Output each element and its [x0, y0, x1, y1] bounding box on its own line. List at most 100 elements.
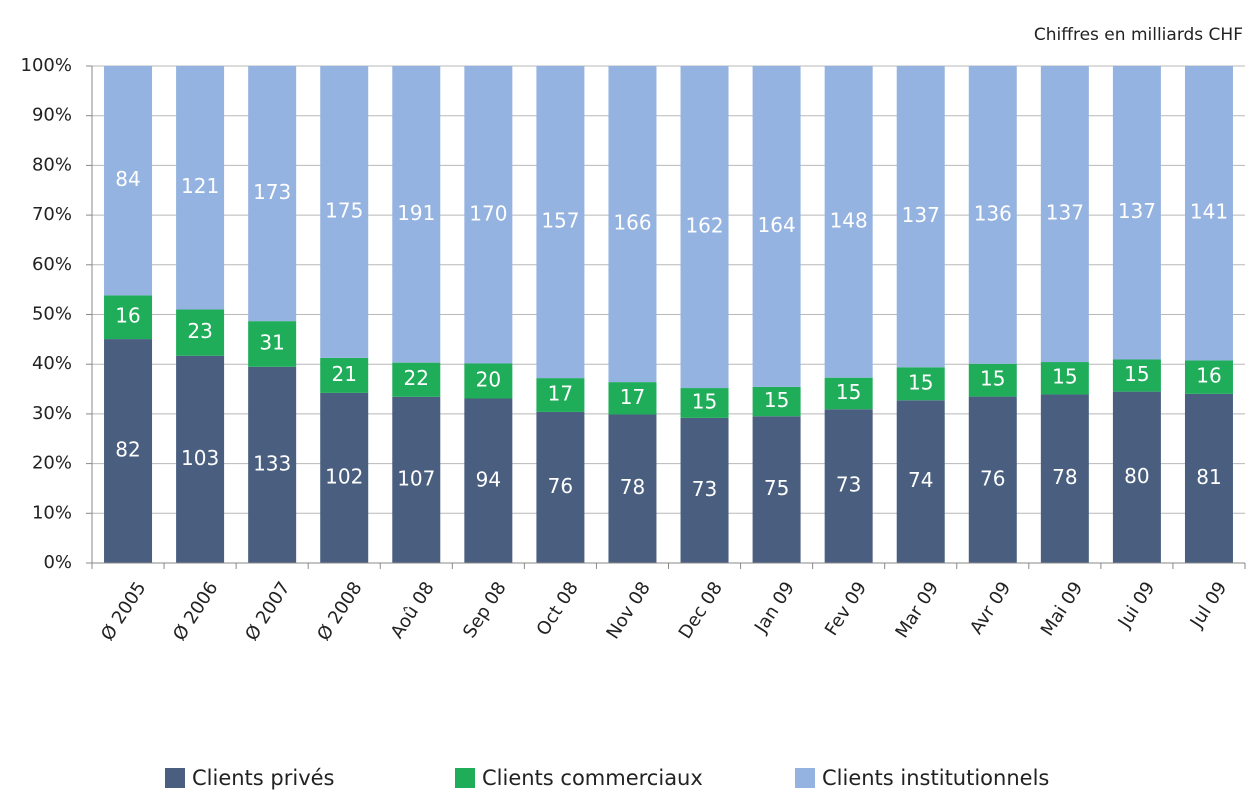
value-label: 75	[764, 476, 789, 500]
value-label: 175	[325, 198, 363, 222]
x-tick-label: Ø 2008	[313, 578, 366, 645]
bar-segment	[824, 66, 873, 378]
x-tick-label: Jul 09	[1186, 578, 1232, 632]
x-tick-label: Fev 09	[821, 578, 871, 640]
value-label: 15	[1052, 365, 1077, 389]
value-label: 23	[187, 319, 212, 343]
value-label: 15	[1124, 362, 1149, 386]
value-label: 191	[397, 201, 435, 225]
x-tick-label: Mai 09	[1037, 578, 1087, 640]
y-tick-label: 20%	[32, 453, 72, 474]
chart-subtitle: Chiffres en milliards CHF	[1034, 25, 1243, 45]
bar-segment	[104, 339, 153, 563]
bar-segment	[1184, 66, 1233, 361]
bar-segment	[1040, 66, 1089, 363]
value-label: 20	[476, 368, 501, 392]
value-label: 80	[1124, 464, 1149, 488]
legend-label: Clients commerciaux	[482, 766, 703, 790]
value-label: 102	[325, 464, 363, 488]
bar-segment	[968, 363, 1017, 397]
value-label: 21	[331, 362, 356, 386]
legend-swatch	[455, 768, 475, 788]
value-label: 166	[613, 211, 651, 235]
bar-segment	[104, 66, 153, 296]
bar-segment	[968, 396, 1017, 563]
value-label: 94	[476, 467, 501, 491]
bar-segment	[752, 416, 801, 563]
y-tick-label: 100%	[21, 55, 72, 76]
bar-segment	[464, 398, 513, 563]
bar-segment	[464, 363, 513, 399]
bar-segment	[392, 362, 441, 397]
x-tick-label: Avr 09	[966, 578, 1015, 638]
value-label: 164	[758, 213, 796, 237]
y-tick-label: 30%	[32, 403, 72, 424]
y-tick-label: 80%	[32, 154, 72, 175]
y-tick-label: 90%	[32, 105, 72, 126]
legend-swatch	[165, 768, 185, 788]
value-label: 162	[685, 214, 723, 238]
bar-segment	[824, 377, 873, 410]
value-label: 148	[830, 208, 868, 232]
bar-segment	[248, 321, 297, 367]
value-label: 31	[259, 330, 284, 354]
x-tick-label: Ø 2007	[241, 578, 294, 645]
x-tick-label: Dec 08	[675, 578, 727, 643]
value-label: 103	[181, 446, 219, 470]
value-label: 74	[908, 468, 933, 492]
bar-segment	[536, 378, 585, 412]
legend-label: Clients institutionnels	[822, 766, 1049, 790]
y-tick-label: 10%	[32, 502, 72, 523]
bar-segment	[824, 409, 873, 563]
bar-segment	[392, 396, 441, 563]
bar-segment	[752, 386, 801, 417]
x-tick-label: Mar 09	[891, 578, 943, 642]
x-tick-label: Nov 08	[603, 578, 655, 643]
value-label: 76	[980, 466, 1005, 490]
bar-segment	[608, 66, 657, 383]
y-tick-label: 40%	[32, 353, 72, 374]
bar-segment	[176, 355, 225, 563]
value-label: 84	[115, 167, 140, 191]
bar-segment	[1184, 360, 1233, 394]
x-tick-label: Ø 2006	[169, 578, 222, 645]
bar-segment	[608, 382, 657, 415]
value-label: 15	[836, 380, 861, 404]
bar-segment	[176, 309, 225, 356]
value-label: 173	[253, 180, 291, 204]
value-label: 137	[1118, 199, 1156, 223]
bar-segment	[680, 66, 729, 389]
x-tick-label: Jan 09	[750, 578, 799, 638]
value-label: 141	[1190, 200, 1228, 224]
value-label: 81	[1196, 465, 1221, 489]
value-label: 137	[1046, 201, 1084, 225]
value-label: 170	[469, 201, 507, 225]
bar-segment	[248, 366, 297, 563]
bar-segment	[392, 66, 441, 363]
value-label: 15	[908, 370, 933, 394]
bar-segment	[1040, 362, 1089, 395]
bar-segment	[1112, 359, 1161, 392]
x-tick-label: Aoû 08	[387, 578, 439, 642]
value-label: 15	[764, 388, 789, 412]
legend-swatch	[795, 768, 815, 788]
y-tick-label: 0%	[43, 552, 72, 573]
bar-segment	[896, 400, 945, 563]
bar-segment	[968, 66, 1017, 364]
y-tick-label: 70%	[32, 204, 72, 225]
value-label: 76	[548, 474, 573, 498]
value-label: 78	[1052, 465, 1077, 489]
bar-segment	[1184, 393, 1233, 563]
value-label: 16	[115, 304, 140, 328]
bar-segment	[536, 66, 585, 379]
bar-segment	[680, 388, 729, 418]
value-label: 78	[620, 475, 645, 499]
bar-segment	[896, 66, 945, 368]
value-label: 137	[902, 203, 940, 227]
bar-segment	[248, 66, 297, 322]
bar-segment	[320, 66, 369, 358]
value-label: 157	[541, 209, 579, 233]
value-label: 73	[836, 473, 861, 497]
